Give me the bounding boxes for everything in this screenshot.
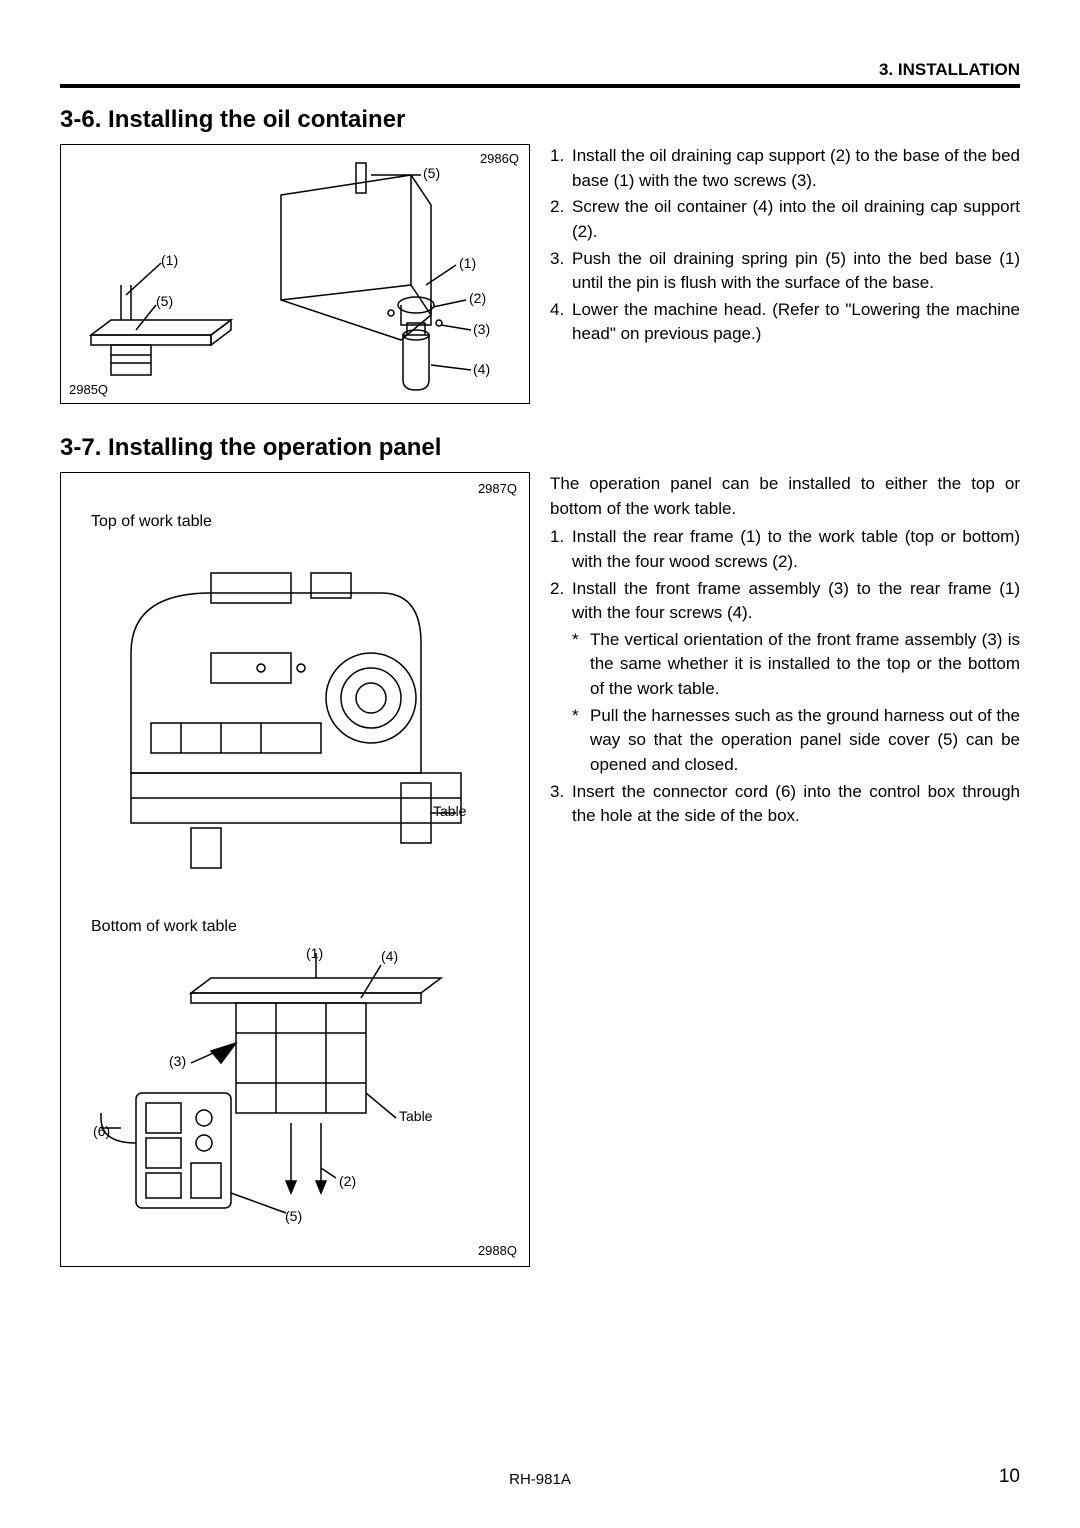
label-5b: (5) (423, 165, 440, 181)
label2-5: (5) (285, 1208, 302, 1224)
bottom-table-label: Bottom of work table (91, 918, 237, 936)
section-3-6-text: 1.Install the oil draining cap support (… (550, 144, 1020, 404)
step-item: 1.Install the rear frame (1) to the work… (550, 525, 1020, 574)
top-table-label: Top of work table (91, 513, 212, 531)
step-item: 2.Install the front frame assembly (3) t… (550, 577, 1020, 626)
section-3-6-title: 3-6. Installing the oil container (60, 106, 1020, 134)
sub-step: *Pull the harnesses such as the ground h… (550, 704, 1020, 778)
footer-model: RH-981A (0, 1471, 1080, 1488)
label-3: (3) (473, 321, 490, 337)
label2-3: (3) (169, 1053, 186, 1069)
table-label-2: Table (399, 1108, 432, 1124)
label2-2: (2) (339, 1173, 356, 1189)
figure-code-left: 2985Q (69, 382, 108, 397)
table-label-1: Table (433, 803, 466, 819)
label-5a: (5) (156, 293, 173, 309)
page-header-section: 3. INSTALLATION (60, 60, 1020, 80)
panel-top-svg (61, 533, 527, 903)
label-1b: (1) (459, 255, 476, 271)
sec2-intro: The operation panel can be installed to … (550, 472, 1020, 521)
step-item: 1.Install the oil draining cap support (… (550, 144, 1020, 193)
label-2: (2) (469, 290, 486, 306)
page-number: 10 (999, 1466, 1020, 1488)
step-item: 2.Screw the oil container (4) into the o… (550, 195, 1020, 244)
header-rule (60, 84, 1020, 88)
section-3-7-text: The operation panel can be installed to … (550, 472, 1020, 1267)
label2-4: (4) (381, 948, 398, 964)
figure-oil-container: 2986Q 2985Q (60, 144, 530, 404)
oil-container-svg (61, 145, 527, 401)
label2-1: (1) (306, 945, 323, 961)
figure-code-right: 2986Q (480, 151, 519, 166)
step-item: 3.Insert the connector cord (6) into the… (550, 780, 1020, 829)
figure-operation-panel: 2987Q 2988Q Top of work table Bottom of … (60, 472, 530, 1267)
figure-code-top: 2987Q (478, 481, 517, 496)
step-item: 3.Push the oil draining spring pin (5) i… (550, 247, 1020, 296)
label-4: (4) (473, 361, 490, 377)
step-item: 4.Lower the machine head. (Refer to "Low… (550, 298, 1020, 347)
label2-6: (6) (93, 1123, 110, 1139)
sub-step: *The vertical orientation of the front f… (550, 628, 1020, 702)
section-3-7-title: 3-7. Installing the operation panel (60, 434, 1020, 462)
label-1a: (1) (161, 252, 178, 268)
